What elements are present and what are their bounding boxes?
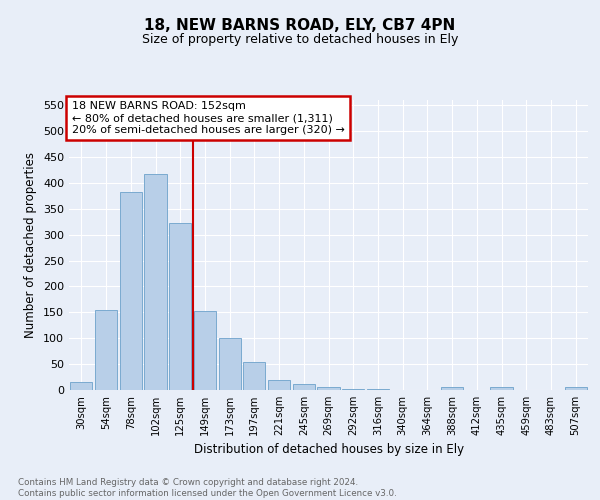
Bar — [243, 362, 265, 390]
Bar — [293, 384, 315, 390]
Bar — [218, 338, 241, 390]
Bar — [95, 310, 117, 390]
Text: Distribution of detached houses by size in Ely: Distribution of detached houses by size … — [194, 442, 464, 456]
Bar — [342, 389, 364, 390]
Text: 18 NEW BARNS ROAD: 152sqm
← 80% of detached houses are smaller (1,311)
20% of se: 18 NEW BARNS ROAD: 152sqm ← 80% of detac… — [71, 102, 344, 134]
Bar — [145, 174, 167, 390]
Bar — [317, 388, 340, 390]
Text: 18, NEW BARNS ROAD, ELY, CB7 4PN: 18, NEW BARNS ROAD, ELY, CB7 4PN — [145, 18, 455, 32]
Bar — [268, 380, 290, 390]
Bar — [565, 388, 587, 390]
Text: Contains HM Land Registry data © Crown copyright and database right 2024.
Contai: Contains HM Land Registry data © Crown c… — [18, 478, 397, 498]
Bar — [169, 223, 191, 390]
Bar — [194, 312, 216, 390]
Y-axis label: Number of detached properties: Number of detached properties — [25, 152, 37, 338]
Bar — [441, 388, 463, 390]
Bar — [119, 192, 142, 390]
Bar — [70, 382, 92, 390]
Text: Size of property relative to detached houses in Ely: Size of property relative to detached ho… — [142, 32, 458, 46]
Bar — [490, 388, 512, 390]
